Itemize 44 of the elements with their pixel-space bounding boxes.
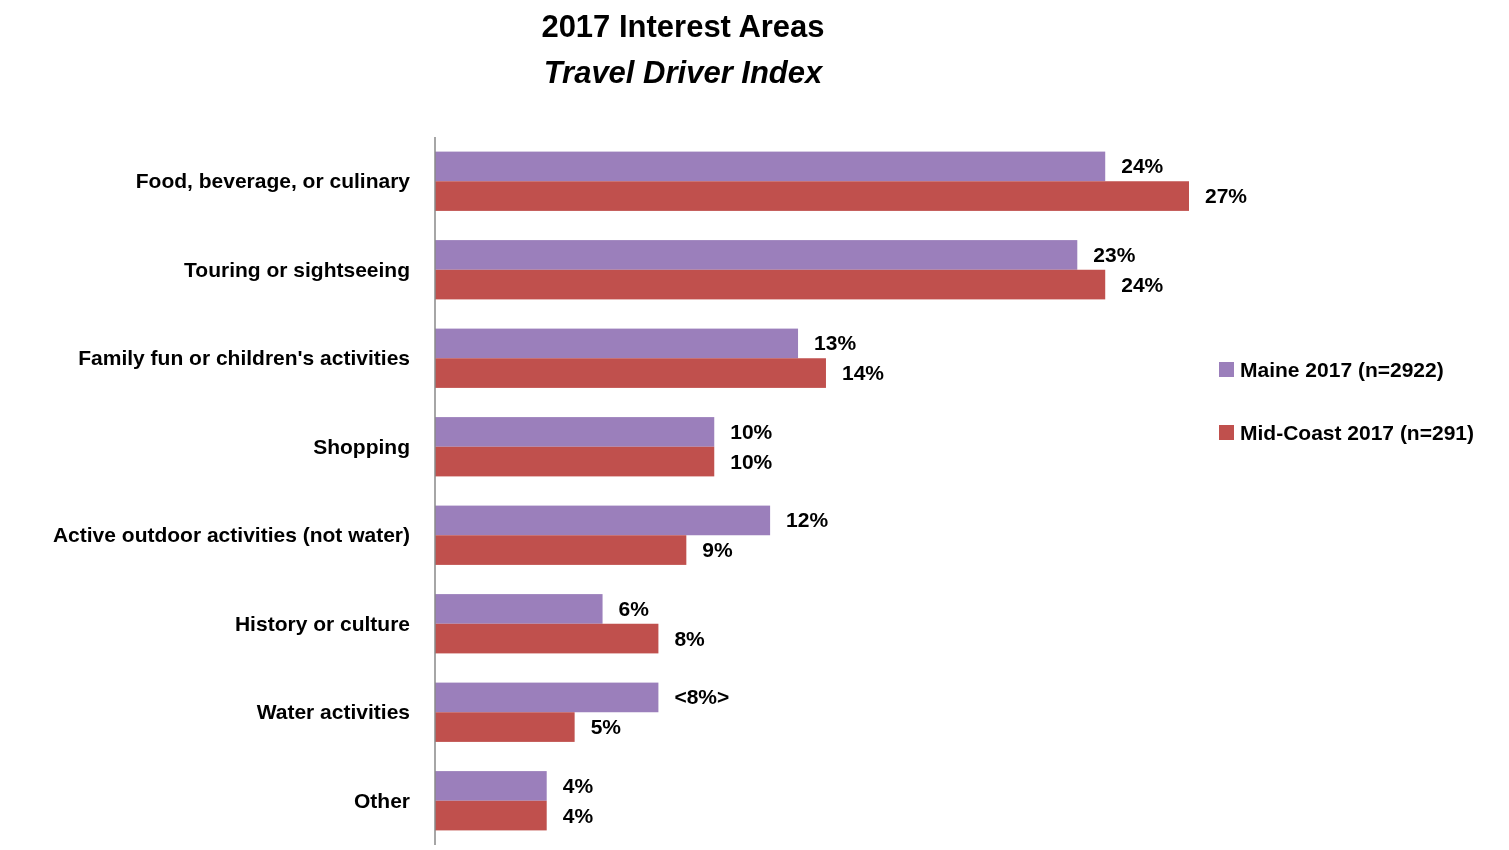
data-label: 5% [590,715,622,739]
bar [435,682,659,713]
data-label: <8%> [674,685,730,709]
bar [435,328,799,359]
data-label: 12% [786,508,829,532]
bar [435,240,1078,270]
bar [435,446,715,477]
bar [435,505,771,536]
bar [435,800,547,831]
data-label: 10% [730,419,773,443]
bar [435,712,575,742]
y-tick-label: Food, beverage, or culinary [135,169,411,193]
data-label: 23% [1093,242,1136,266]
data-label: 9% [702,538,734,562]
data-label: 13% [814,331,857,355]
data-label: 27% [1205,184,1248,208]
legend-label: Maine 2017 (n=2922) [1240,358,1444,381]
data-label: 14% [841,361,885,385]
y-tick-label: Shopping [313,434,410,458]
y-tick-label: Family fun or children's activities [78,346,410,370]
bar [435,623,659,654]
data-label: 24% [1121,154,1164,178]
data-label: 10% [730,449,773,473]
legend-label: Mid-Coast 2017 (n=291) [1240,421,1474,444]
bar [435,594,603,624]
data-label: 4% [562,773,594,797]
bar [435,269,1106,300]
y-tick-label: Active outdoor activities (not water) [52,523,410,547]
bar [435,151,1106,182]
data-label: 6% [618,596,650,620]
bar [435,181,1189,211]
data-label: 4% [562,803,594,827]
y-tick-label: Water activities [256,700,410,724]
y-tick-label: History or culture [234,611,410,635]
chart-title: 2017 Interest Areas [541,9,825,44]
y-tick-label: Other [353,788,410,812]
bar [435,358,826,388]
chart-subtitle: Travel Driver Index [543,55,825,90]
bar [435,535,687,565]
data-label: 24% [1121,272,1164,296]
bar [435,771,547,801]
bar [435,417,715,447]
y-tick-label: Touring or sightseeing [184,257,410,281]
data-label: 8% [674,626,706,650]
